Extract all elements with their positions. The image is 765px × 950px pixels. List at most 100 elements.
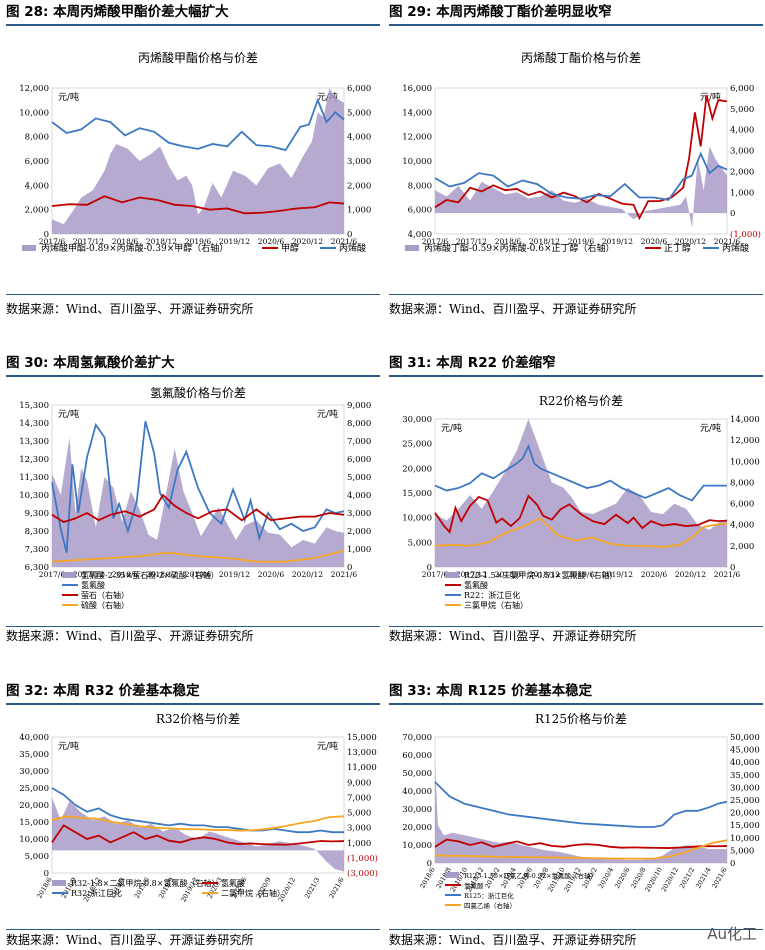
source-rule	[389, 929, 763, 930]
x-tick-label: 2017/6	[422, 237, 449, 246]
y-left-tick-label: 30,000	[19, 767, 49, 777]
title-rule	[389, 703, 763, 705]
title-rule	[6, 375, 380, 377]
legend-label: R22：浙江巨化	[464, 590, 520, 600]
series-line-3	[51, 815, 345, 832]
y-left-tick-label: 13,300	[19, 437, 49, 447]
chart-title: 丙烯酸甲酯价格与价差	[138, 50, 258, 65]
title-rule	[389, 24, 763, 26]
y-right-tick-label: 4,000	[347, 133, 371, 143]
series-line-3	[434, 517, 728, 548]
legend-label: 萤石（右轴）	[81, 590, 129, 600]
title-rule	[6, 24, 380, 26]
legend-swatch	[445, 872, 459, 878]
panel-fig29: 图 29: 本周丙烯酸丁酯价差明显收窄 丙烯酸丁酯价格与价差 4,000 6,000…	[389, 2, 763, 320]
figure-title: 图 31: 本周 R22 价差缩窄	[389, 355, 556, 371]
y-right-tick-label: 5,000	[347, 473, 371, 483]
legend-label: 正丁醇	[664, 242, 691, 254]
figure-title: 图 28: 本周丙烯酸甲酯价差大幅扩大	[6, 4, 229, 20]
plot-frame	[51, 736, 345, 874]
y-right-tick-label: 9,000	[347, 401, 371, 411]
y-left-tick-label: 10,000	[402, 157, 432, 167]
panel-fig32: 图 32: 本周 R32 价差基本稳定 R32价格与价差 0 5,000 10,000…	[6, 681, 380, 949]
title-rule	[6, 703, 380, 705]
unit-right-label: 元/吨	[317, 408, 338, 420]
figure-title: 图 33: 本周 R125 价差基本稳定	[389, 683, 593, 699]
y-left-tick-label: 25,000	[402, 440, 432, 450]
x-tick-label: 2019/12	[602, 570, 633, 579]
y-left-tick-label: 8,000	[408, 181, 432, 191]
legend-swatch	[62, 572, 76, 578]
y-right-tick-label: 2,000	[730, 542, 754, 552]
series-line-1	[51, 824, 345, 846]
x-tick-label: 2017/12	[456, 237, 487, 246]
chart-title: 氢氟酸价格与价差	[150, 385, 246, 400]
unit-left-label: 元/吨	[58, 740, 79, 752]
y-left-tick-label: 5,000	[25, 852, 49, 862]
series-line-2	[51, 97, 345, 152]
x-tick-label: 2021/3	[303, 876, 321, 900]
series-line-1	[51, 195, 345, 215]
x-tick-label: 2019/12	[219, 570, 250, 579]
series-line-1	[434, 838, 728, 849]
series-line-3	[434, 839, 728, 860]
y-left-tick-label: 4,000	[408, 230, 432, 240]
source-rule	[6, 294, 380, 295]
source-note: 数据来源：Wind、百川盈孚、开源证券研究所	[6, 302, 254, 316]
y-left-tick-label: 10,300	[19, 491, 49, 501]
y-right-tick-label: 3,000	[347, 824, 371, 834]
source-note: 数据来源：Wind、百川盈孚、开源证券研究所	[389, 629, 637, 643]
source-rule	[6, 929, 380, 930]
chart-title: 丙烯酸丁酯价格与价差	[521, 50, 641, 65]
x-tick-label: 2018/6	[112, 237, 139, 246]
y-right-tick-label: 7,000	[347, 793, 371, 803]
x-tick-label: 2021/6	[710, 866, 728, 890]
series-area-0	[52, 437, 344, 567]
y-left-tick-label: 14,000	[402, 108, 432, 118]
x-tick-label: 2018/12	[146, 237, 177, 246]
x-tick-label: 2019/6	[568, 570, 595, 579]
x-tick-label: 2020/12	[292, 570, 323, 579]
plot-frame	[434, 87, 728, 235]
y-right-tick-label: 10,000	[730, 834, 760, 844]
y-right-tick-label: 2,000	[347, 527, 371, 537]
y-right-tick-label: 20,000	[730, 809, 760, 819]
legend-label: 丙烯酸	[339, 242, 366, 254]
panel-fig28: 图 28: 本周丙烯酸甲酯价差大幅扩大 丙烯酸甲酯价格与价差 0 2,000 4,00…	[6, 2, 380, 320]
y-right-tick-label: 5,000	[730, 105, 754, 115]
y-right-tick-label: 5,000	[347, 809, 371, 819]
y-right-tick-label: 4,000	[730, 521, 754, 531]
y-right-tick-label: 11,000	[347, 763, 377, 773]
legend-label: 四氯乙烯（右轴）	[464, 901, 516, 910]
y-right-tick-label: 15,000	[730, 821, 760, 831]
y-right-tick-label: (1,000)	[730, 229, 761, 240]
panel-fig31: 图 31: 本周 R22 价差缩窄 R22价格与价差 0 5,000 10,000 15…	[389, 353, 763, 653]
y-left-tick-label: 6,300	[25, 563, 49, 573]
y-right-tick-label: 7,000	[347, 437, 371, 447]
source-rule	[389, 294, 763, 295]
y-left-tick-label: 12,300	[19, 455, 49, 465]
chart-title: R125价格与价差	[535, 711, 627, 726]
y-right-tick-label: 1,000	[347, 206, 371, 216]
unit-left-label: 元/吨	[58, 408, 79, 420]
y-left-tick-label: 15,300	[19, 401, 49, 411]
chart-title: R22价格与价差	[539, 393, 623, 408]
unit-right-label: 元/吨	[317, 740, 338, 752]
watermark: Au化工	[707, 925, 757, 943]
y-left-tick-label: 50,000	[402, 769, 432, 779]
legend-swatch	[22, 245, 36, 251]
y-left-tick-label: 7,300	[25, 545, 49, 555]
legend-label: 丙烯酸甲酯-0.89×丙烯酸-0.39×甲醇（右轴）	[41, 242, 228, 254]
x-tick-label: 2018/12	[146, 570, 177, 579]
y-left-tick-label: 4,000	[25, 181, 49, 191]
legend-label: 二氯甲烷（右轴）	[221, 888, 285, 898]
y-right-tick-label: 3,000	[347, 509, 371, 519]
panel-fig33: 图 33: 本周 R125 价差基本稳定 R125价格与价差 0 10,000 20,…	[389, 681, 763, 949]
series-area-0	[52, 797, 344, 872]
y-right-tick-label: 35,000	[730, 771, 760, 781]
x-tick-label: 2021/6	[331, 237, 358, 246]
y-left-tick-label: 14,300	[19, 419, 49, 429]
x-tick-label: 2020/12	[675, 570, 706, 579]
y-left-tick-label: 2,000	[25, 206, 49, 216]
y-right-tick-label: 50,000	[730, 733, 760, 743]
